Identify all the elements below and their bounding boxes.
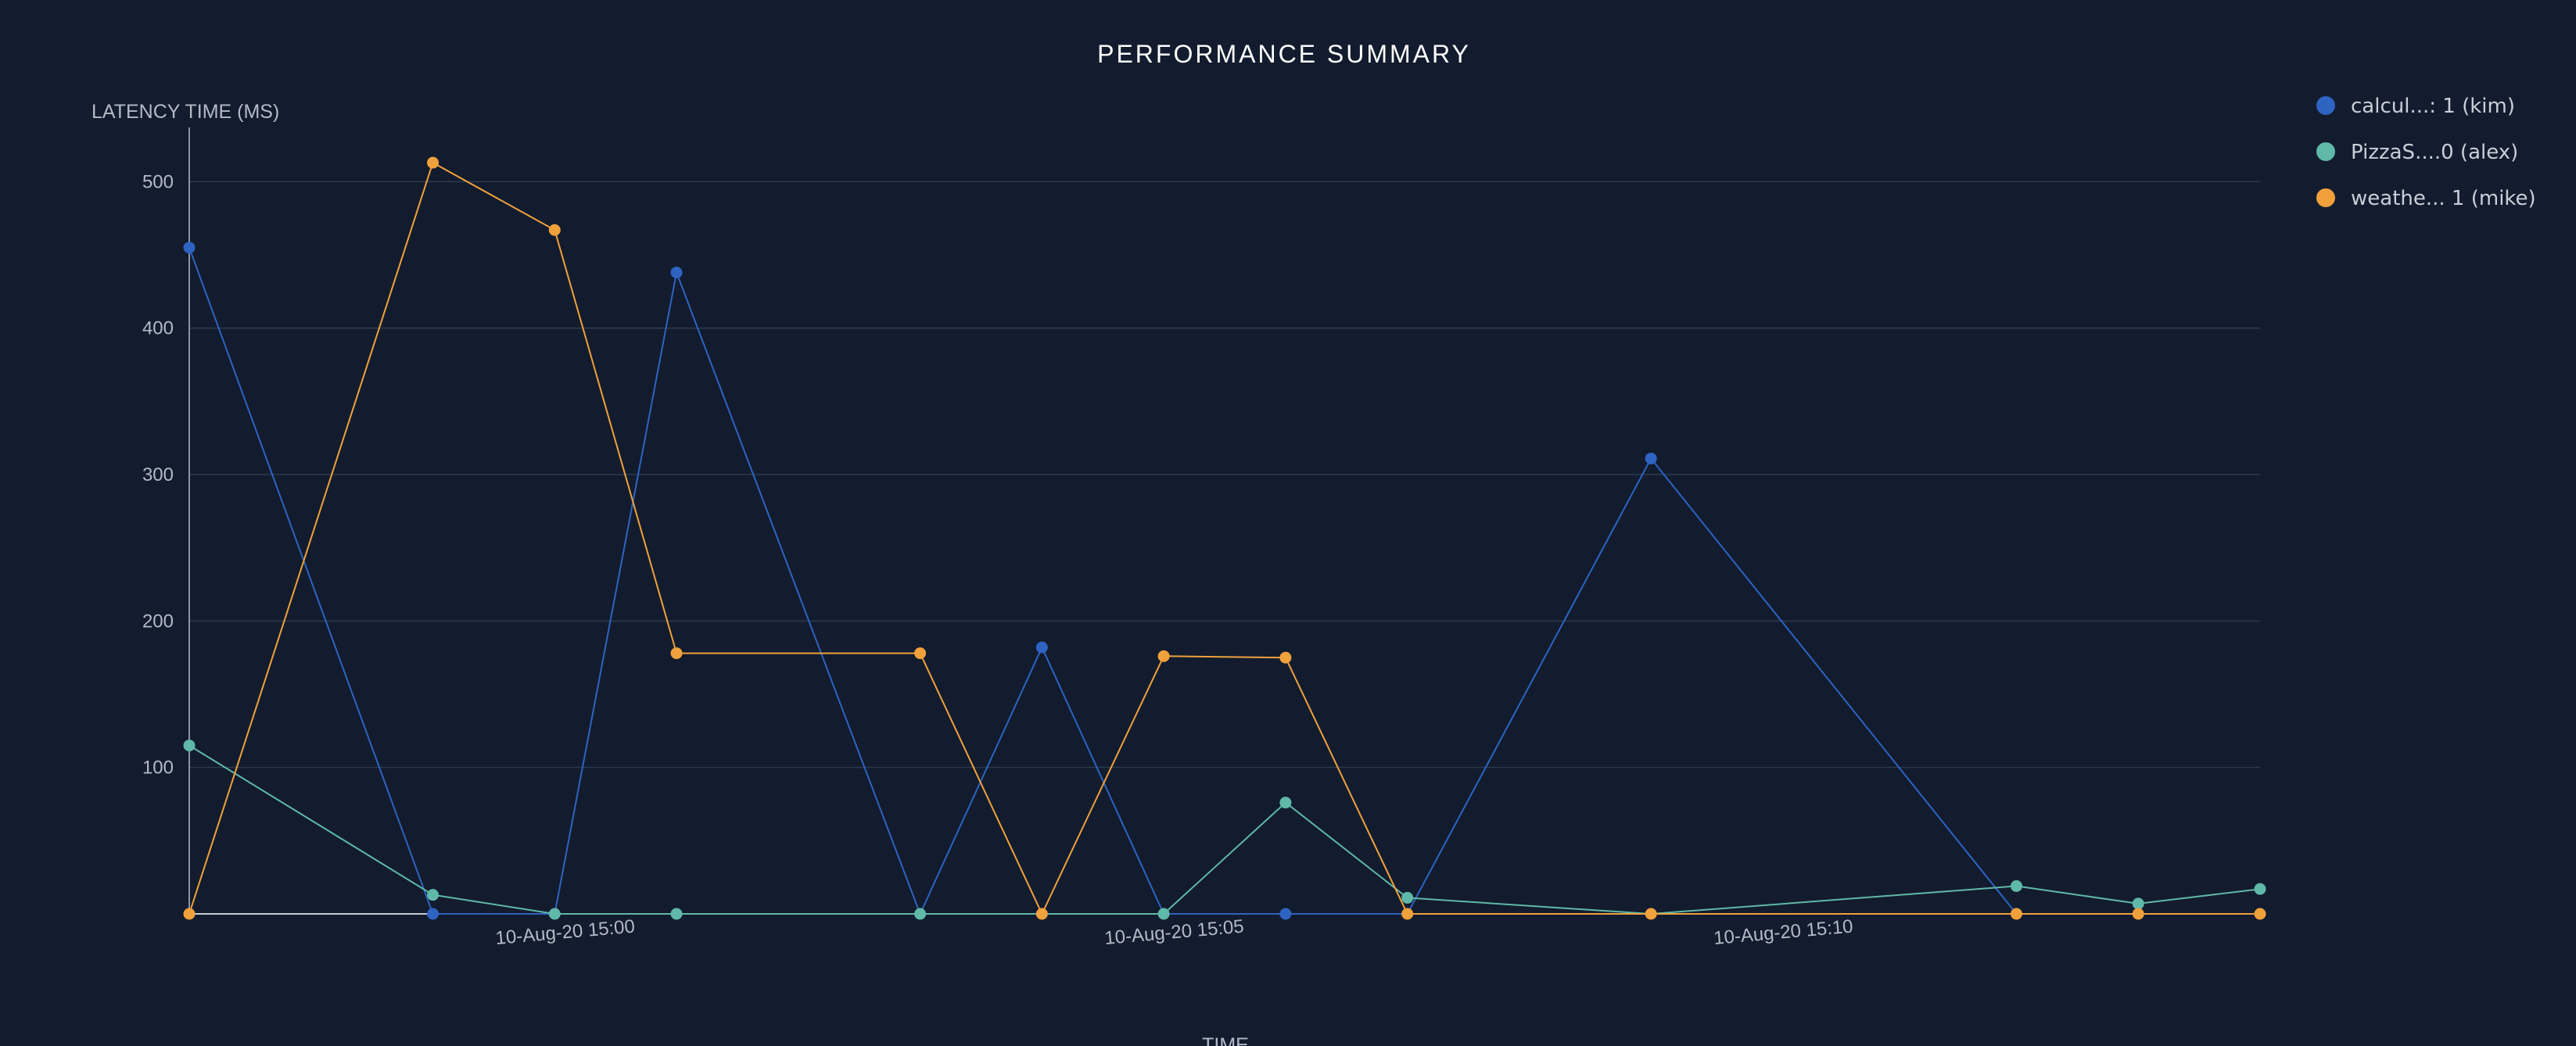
data-point-2	[1401, 908, 1414, 920]
series-markers	[183, 156, 2266, 920]
x-tick-labels: 10-Aug-20 15:00 10-Aug-20 15:05 10-Aug-20 …	[494, 915, 1853, 948]
data-point-2	[670, 647, 683, 660]
y-tick-label: 200	[142, 611, 174, 632]
data-point-2	[1157, 650, 1170, 662]
data-point-2	[183, 908, 196, 920]
data-point-2	[548, 224, 561, 236]
y-tick-label: 500	[142, 171, 174, 192]
series-line-1	[188, 744, 2261, 915]
data-point-1	[2254, 883, 2266, 895]
data-point-2	[2254, 908, 2266, 920]
data-point-2	[1279, 651, 1292, 664]
legend-marker-2	[2316, 188, 2335, 207]
legend-label-0: calcul...: 1 (kim)	[2351, 95, 2515, 118]
series-line-2	[188, 162, 2260, 915]
data-point-0	[670, 267, 683, 279]
x-tick-label: 10-Aug-20 15:05	[1103, 915, 1244, 948]
legend-marker-1	[2316, 142, 2335, 161]
x-axis-label: TIME	[1202, 1034, 1249, 1046]
y-tick-label: 300	[142, 464, 174, 485]
data-point-2	[2132, 908, 2144, 920]
data-point-0	[1645, 452, 1657, 464]
data-point-1	[914, 908, 927, 920]
data-point-1	[2132, 897, 2144, 910]
grid-lines	[189, 181, 2260, 768]
data-point-1	[548, 908, 561, 920]
legend: calcul...: 1 (kim) PizzaS....0 (alex) weat…	[2316, 95, 2536, 210]
y-tick-label: 100	[142, 758, 174, 779]
y-axis-label: LATENCY TIME (MS)	[91, 101, 279, 123]
data-point-0	[1279, 908, 1292, 920]
data-point-2	[2010, 908, 2022, 920]
data-point-1	[670, 908, 683, 920]
data-point-1	[1279, 797, 1292, 809]
y-tick-label: 400	[142, 318, 174, 339]
data-point-1	[2010, 879, 2022, 892]
chart-title: PERFORMANCE SUMMARY	[1097, 40, 1471, 68]
x-tick-label: 10-Aug-20 15:00	[494, 915, 635, 948]
data-point-2	[1645, 908, 1657, 920]
data-point-1	[427, 889, 439, 901]
data-point-1	[1157, 908, 1170, 920]
data-point-2	[1035, 908, 1048, 920]
series-line-0	[188, 247, 2260, 915]
axes	[188, 127, 2260, 915]
data-point-1	[183, 740, 196, 752]
legend-label-2: weathe... 1 (mike)	[2351, 187, 2536, 210]
y-tick-labels: 100 200 300 400 500	[142, 171, 174, 778]
x-tick-label: 10-Aug-20 15:10	[1713, 915, 1853, 948]
data-point-2	[914, 647, 927, 660]
data-point-2	[427, 156, 439, 169]
series-lines	[188, 162, 2261, 915]
data-point-1	[1401, 891, 1414, 904]
legend-marker-0	[2316, 96, 2335, 115]
data-point-0	[1035, 641, 1048, 654]
legend-label-1: PizzaS....0 (alex)	[2351, 141, 2518, 164]
data-point-0	[183, 242, 196, 254]
data-point-0	[427, 908, 439, 920]
